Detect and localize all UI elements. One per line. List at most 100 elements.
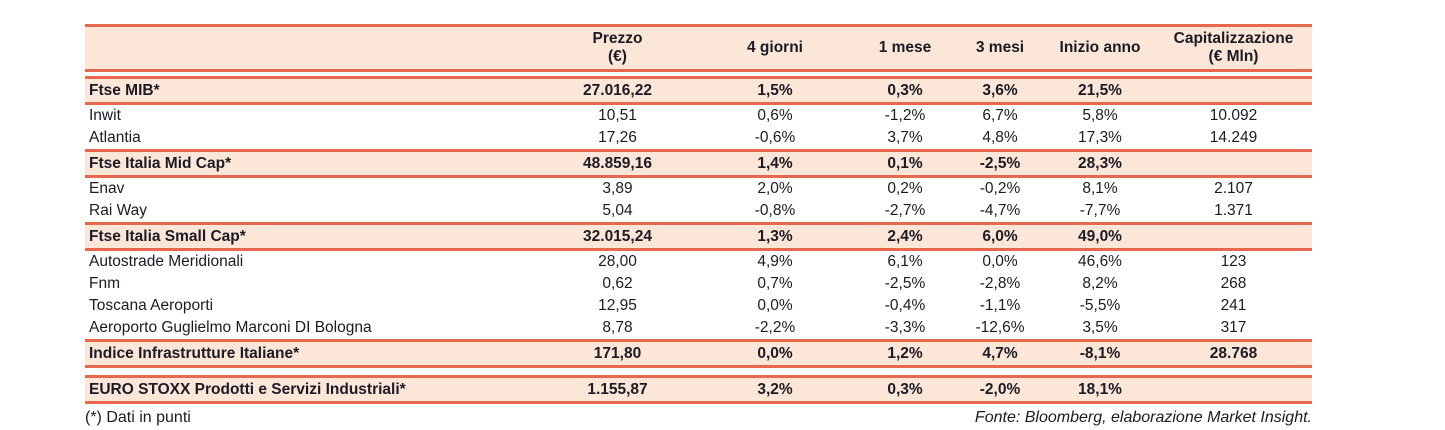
cell-cap: 28.768 [1209, 344, 1258, 362]
cell-m1: -3,3% [884, 319, 926, 337]
cell-inizio: 17,3% [1078, 129, 1122, 147]
market-performance-table: Prezzo (€) 4 giorni 1 mese 3 mesi Inizio… [85, 24, 1312, 427]
euro-stoxx-bottom-line [85, 401, 1312, 404]
cell-inizio: 8,2% [1082, 275, 1118, 293]
cell-m1: 0,3% [887, 81, 923, 99]
cell-g4: 4,9% [757, 253, 793, 271]
cell-m1: -2,7% [884, 202, 926, 220]
cell-cap: 10.092 [1209, 107, 1258, 125]
divider-line [85, 149, 1312, 152]
col-header-prezzo: Prezzo (€) [592, 30, 643, 65]
cell-name: Inwit [89, 107, 121, 125]
footnote: (*) Dati in punti [85, 409, 191, 426]
cell-inizio: 3,5% [1082, 319, 1118, 337]
cell-name: Ftse Italia Small Cap* [89, 227, 246, 245]
cell-g4: 1,5% [757, 81, 793, 99]
cell-m1: 1,2% [887, 344, 923, 362]
cell-prezzo: 0,62 [602, 275, 633, 293]
section-gap [85, 368, 1312, 375]
cell-name: Rai Way [89, 202, 147, 220]
cell-inizio: 18,1% [1078, 380, 1122, 398]
cell-m3: 6,0% [982, 227, 1018, 245]
table-top-line [85, 24, 1312, 27]
cell-m1: -1,2% [884, 107, 926, 125]
stock-row: Atlantia 17,26 -0,6% 3,7% 4,8% 17,3% 14.249 [85, 127, 1312, 149]
cell-m3: 0,0% [982, 253, 1018, 271]
table-body: Ftse MIB* 27.016,22 1,5% 0,3% 3,6% 21,5% Inwit… [85, 79, 1312, 368]
cell-m1: 3,7% [887, 129, 923, 147]
cell-cap: 2.107 [1214, 180, 1253, 198]
cell-prezzo: 3,89 [602, 180, 633, 198]
cell-cap: 268 [1220, 275, 1247, 293]
euro-stoxx-top-line [85, 375, 1312, 378]
stock-row: Fnm 0,62 0,7% -2,5% -2,8% 8,2% 268 [85, 273, 1312, 295]
cell-m3: -12,6% [975, 319, 1025, 337]
table-footer: (*) Dati in punti Fonte: Bloomberg, elab… [85, 409, 1312, 427]
cell-name: Aeroporto Guglielmo Marconi DI Bologna [89, 319, 372, 337]
divider-line [85, 339, 1312, 342]
cell-g4: -2,2% [754, 319, 796, 337]
cell-m3: -2,0% [979, 380, 1021, 398]
cell-name: Ftse Italia Mid Cap* [89, 154, 232, 172]
cell-cap: 14.249 [1209, 129, 1258, 147]
cell-m1: 0,2% [887, 180, 923, 198]
cell-m3: 4,7% [982, 344, 1018, 362]
stock-row: Enav 3,89 2,0% 0,2% -0,2% 8,1% 2.107 [85, 178, 1312, 200]
cell-m3: 3,6% [982, 81, 1018, 99]
cell-g4: 0,0% [757, 297, 793, 315]
cell-inizio: 8,1% [1082, 180, 1118, 198]
cell-inizio: -7,7% [1079, 202, 1121, 220]
cell-g4: -0,8% [754, 202, 796, 220]
cell-prezzo: 12,95 [598, 297, 637, 315]
cell-m3: -1,1% [979, 297, 1021, 315]
cell-name: Toscana Aeroporti [89, 297, 214, 315]
cell-g4: 0,0% [757, 344, 793, 362]
cell-m3: -2,5% [979, 154, 1021, 172]
cell-prezzo: 5,04 [602, 202, 633, 220]
cell-g4: 3,2% [757, 380, 793, 398]
cell-inizio: 21,5% [1078, 81, 1122, 99]
divider-line [85, 102, 1312, 105]
cell-prezzo: 1.155,87 [587, 380, 648, 398]
cell-prezzo: 32.015,24 [583, 227, 652, 245]
divider-line [85, 365, 1312, 368]
source-note: Fonte: Bloomberg, elaborazione Market In… [974, 409, 1312, 426]
cell-cap: 123 [1220, 253, 1247, 271]
cell-name: Atlantia [89, 129, 141, 147]
cell-g4: 0,6% [757, 107, 793, 125]
divider-line [85, 222, 1312, 225]
cell-inizio: 49,0% [1078, 227, 1122, 245]
double-line-gap [85, 72, 1312, 76]
stock-row: Rai Way 5,04 -0,8% -2,7% -4,7% -7,7% 1.371 [85, 200, 1312, 222]
cell-m1: 6,1% [887, 253, 923, 271]
col-header-inizio-anno: Inizio anno [1059, 39, 1141, 56]
cell-m3: -2,8% [979, 275, 1021, 293]
cell-m1: 2,4% [887, 227, 923, 245]
stock-row: Toscana Aeroporti 12,95 0,0% -0,4% -1,1% -5,5… [85, 295, 1312, 317]
stock-row: Autostrade Meridionali 28,00 4,9% 6,1% 0,0% 4… [85, 251, 1312, 273]
index-row: Ftse MIB* 27.016,22 1,5% 0,3% 3,6% 21,5% [85, 79, 1312, 102]
cell-g4: 1,3% [757, 227, 793, 245]
table-header-row: Prezzo (€) 4 giorni 1 mese 3 mesi Inizio… [85, 27, 1312, 69]
cell-prezzo: 17,26 [598, 129, 637, 147]
col-header-3-mesi: 3 mesi [975, 39, 1025, 56]
cell-prezzo: 10,51 [598, 107, 637, 125]
cell-inizio: 5,8% [1082, 107, 1118, 125]
cell-prezzo: 171,80 [593, 344, 642, 362]
cell-m3: 6,7% [982, 107, 1018, 125]
cell-m1: -0,4% [884, 297, 926, 315]
euro-stoxx-section: EURO STOXX Prodotti e Servizi Industrial… [85, 378, 1312, 401]
col-header-1-mese: 1 mese [878, 39, 932, 56]
cell-g4: 1,4% [757, 154, 793, 172]
cell-name: EURO STOXX Prodotti e Servizi Industrial… [89, 380, 406, 398]
index-row: Ftse Italia Small Cap* 32.015,24 1,3% 2,4% 6… [85, 225, 1312, 248]
cell-prezzo: 28,00 [598, 253, 637, 271]
cell-g4: -0,6% [754, 129, 796, 147]
col-header-capitalizzazione: Capitalizzazione (€ Mln) [1173, 30, 1294, 65]
cell-m3: -0,2% [979, 180, 1021, 198]
cell-prezzo: 8,78 [602, 319, 633, 337]
divider-line [85, 248, 1312, 251]
cell-g4: 0,7% [757, 275, 793, 293]
header-bottom-line-2 [85, 76, 1312, 79]
cell-prezzo: 27.016,22 [583, 81, 652, 99]
